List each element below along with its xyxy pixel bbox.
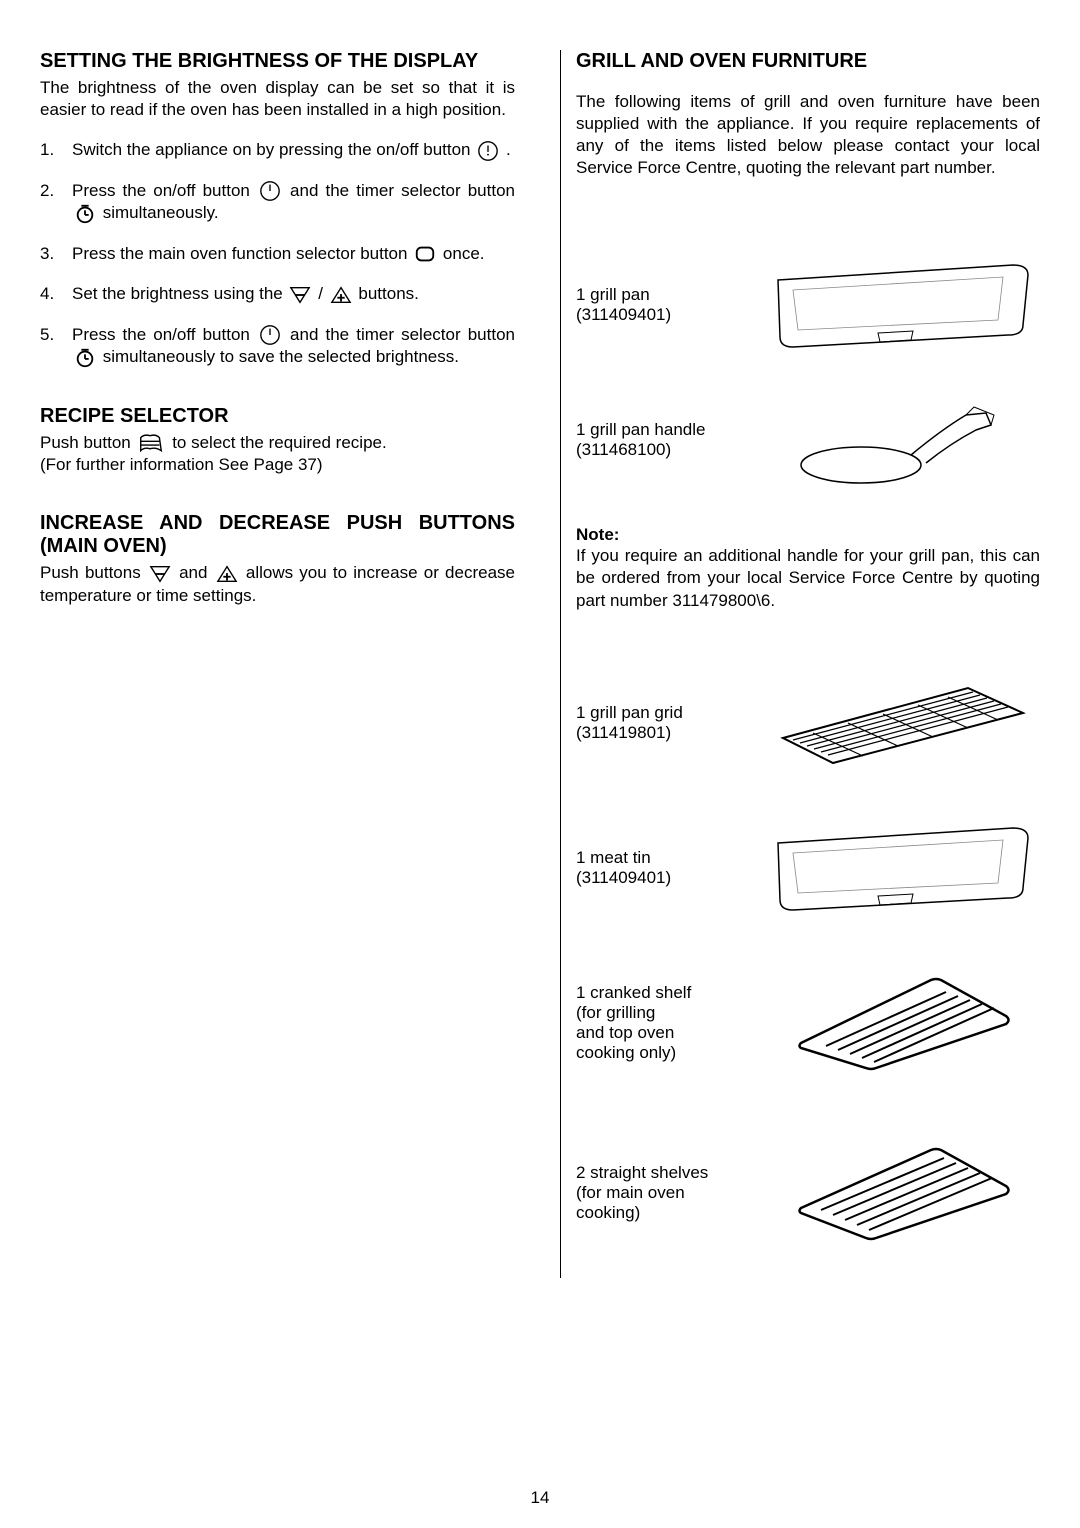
label-line: (for main oven: [576, 1183, 685, 1202]
grill-pan-icon: [761, 255, 1040, 355]
recipe-post: to select the required recipe.: [167, 433, 386, 452]
step-5: 5. Press the on/off button and the timer…: [40, 324, 515, 369]
furniture-grill-pan: 1 grill pan (311409401): [576, 255, 1040, 355]
step-num: 3.: [40, 243, 54, 265]
recipe-line2: (For further information See Page 37): [40, 454, 515, 476]
label-line: (311419801): [576, 723, 671, 742]
power-icon: [259, 180, 281, 202]
recipe-icon: [137, 432, 165, 454]
rect-icon: [414, 243, 436, 265]
note-text: If you require an additional handle for …: [576, 545, 1040, 611]
minus-icon: [149, 563, 171, 585]
furniture-label: 1 grill pan grid (311419801): [576, 703, 741, 743]
brightness-section: SETTING THE BRIGHTNESS OF THE DISPLAY Th…: [40, 50, 515, 369]
plus-icon: [216, 563, 238, 585]
step-text: Press the on/off button: [72, 325, 257, 344]
power-icon: [477, 140, 499, 162]
plus-icon: [330, 284, 352, 306]
step-3: 3. Press the main oven function selector…: [40, 243, 515, 266]
furniture-label: 1 grill pan handle (311468100): [576, 420, 741, 460]
furniture-grid: 1 grill pan grid (311419801): [576, 678, 1040, 768]
incdec-mid: and: [173, 563, 214, 582]
grid-icon: [761, 678, 1040, 768]
brightness-intro: The brightness of the oven display can b…: [40, 77, 515, 121]
incdec-text: Push buttons and allows you to increase …: [40, 562, 515, 607]
cranked-shelf-icon: [761, 968, 1040, 1078]
step-text: once.: [438, 244, 484, 263]
step-text: buttons.: [354, 284, 419, 303]
incdec-title: INCREASE AND DECREASE PUSH BUTTONS (MAIN…: [40, 512, 515, 558]
step-text: Switch the appliance on by pressing the …: [72, 140, 475, 159]
furniture-label: 1 cranked shelf (for grilling and top ov…: [576, 983, 741, 1063]
furniture-label: 1 grill pan (311409401): [576, 285, 741, 325]
power-icon: [259, 324, 281, 346]
step-text: simultaneously.: [98, 203, 219, 222]
label-line: and top oven: [576, 1023, 674, 1042]
step-text: .: [501, 140, 510, 159]
brightness-steps: 1. Switch the appliance on by pressing t…: [40, 139, 515, 369]
label-line: (311468100): [576, 440, 671, 459]
brightness-title: SETTING THE BRIGHTNESS OF THE DISPLAY: [40, 50, 515, 73]
furniture-cranked-shelf: 1 cranked shelf (for grilling and top ov…: [576, 968, 1040, 1078]
meat-tin-icon: [761, 818, 1040, 918]
minus-icon: [289, 284, 311, 306]
step-num: 4.: [40, 283, 54, 305]
step-text: Press the on/off button: [72, 181, 257, 200]
label-line: (for grilling: [576, 1003, 655, 1022]
label-line: 2 straight shelves: [576, 1163, 708, 1182]
step-text: Set the brightness using the: [72, 284, 287, 303]
furniture-meat-tin: 1 meat tin (311409401): [576, 818, 1040, 918]
furniture-label: 2 straight shelves (for main oven cookin…: [576, 1163, 741, 1223]
step-num: 1.: [40, 139, 54, 161]
label-line: 1 meat tin: [576, 848, 651, 867]
furniture-label: 1 meat tin (311409401): [576, 848, 741, 888]
step-text: and the timer selector button: [283, 181, 515, 200]
recipe-title: RECIPE SELECTOR: [40, 405, 515, 428]
label-line: cooking only): [576, 1043, 676, 1062]
label-line: 1 grill pan handle: [576, 420, 705, 439]
handle-icon: [761, 385, 1040, 495]
label-line: cooking): [576, 1203, 640, 1222]
step-2: 2. Press the on/off button and the timer…: [40, 180, 515, 225]
straight-shelf-icon: [761, 1138, 1040, 1248]
two-column-layout: SETTING THE BRIGHTNESS OF THE DISPLAY Th…: [40, 50, 1040, 1278]
right-column: GRILL AND OVEN FURNITURE The following i…: [560, 50, 1040, 1278]
step-4: 4. Set the brightness using the / button…: [40, 283, 515, 306]
recipe-text: Push button to select the required recip…: [40, 432, 515, 455]
page-number: 14: [531, 1488, 550, 1508]
recipe-section: RECIPE SELECTOR Push button to select th…: [40, 405, 515, 477]
label-line: 1 grill pan: [576, 285, 650, 304]
furniture-title: GRILL AND OVEN FURNITURE: [576, 50, 1040, 73]
incdec-section: INCREASE AND DECREASE PUSH BUTTONS (MAIN…: [40, 512, 515, 607]
step-text: simultaneously to save the selected brig…: [98, 347, 459, 366]
note-section: Note: If you require an additional handl…: [576, 525, 1040, 611]
label-line: 1 cranked shelf: [576, 983, 691, 1002]
furniture-intro: The following items of grill and oven fu…: [576, 91, 1040, 179]
step-num: 2.: [40, 180, 54, 202]
step-text: /: [313, 284, 327, 303]
label-line: (311409401): [576, 305, 671, 324]
step-text: Press the main oven function selector bu…: [72, 244, 412, 263]
label-line: (311409401): [576, 868, 671, 887]
clock-icon: [74, 203, 96, 225]
recipe-pre: Push button: [40, 433, 135, 452]
furniture-straight-shelves: 2 straight shelves (for main oven cookin…: [576, 1138, 1040, 1248]
note-label: Note:: [576, 525, 1040, 545]
furniture-handle: 1 grill pan handle (311468100): [576, 385, 1040, 495]
step-num: 5.: [40, 324, 54, 346]
clock-icon: [74, 347, 96, 369]
left-column: SETTING THE BRIGHTNESS OF THE DISPLAY Th…: [40, 50, 530, 1278]
furniture-section: GRILL AND OVEN FURNITURE The following i…: [576, 50, 1040, 179]
step-text: and the timer selector button: [283, 325, 515, 344]
label-line: 1 grill pan grid: [576, 703, 683, 722]
step-1: 1. Switch the appliance on by pressing t…: [40, 139, 515, 162]
incdec-pre: Push buttons: [40, 563, 147, 582]
